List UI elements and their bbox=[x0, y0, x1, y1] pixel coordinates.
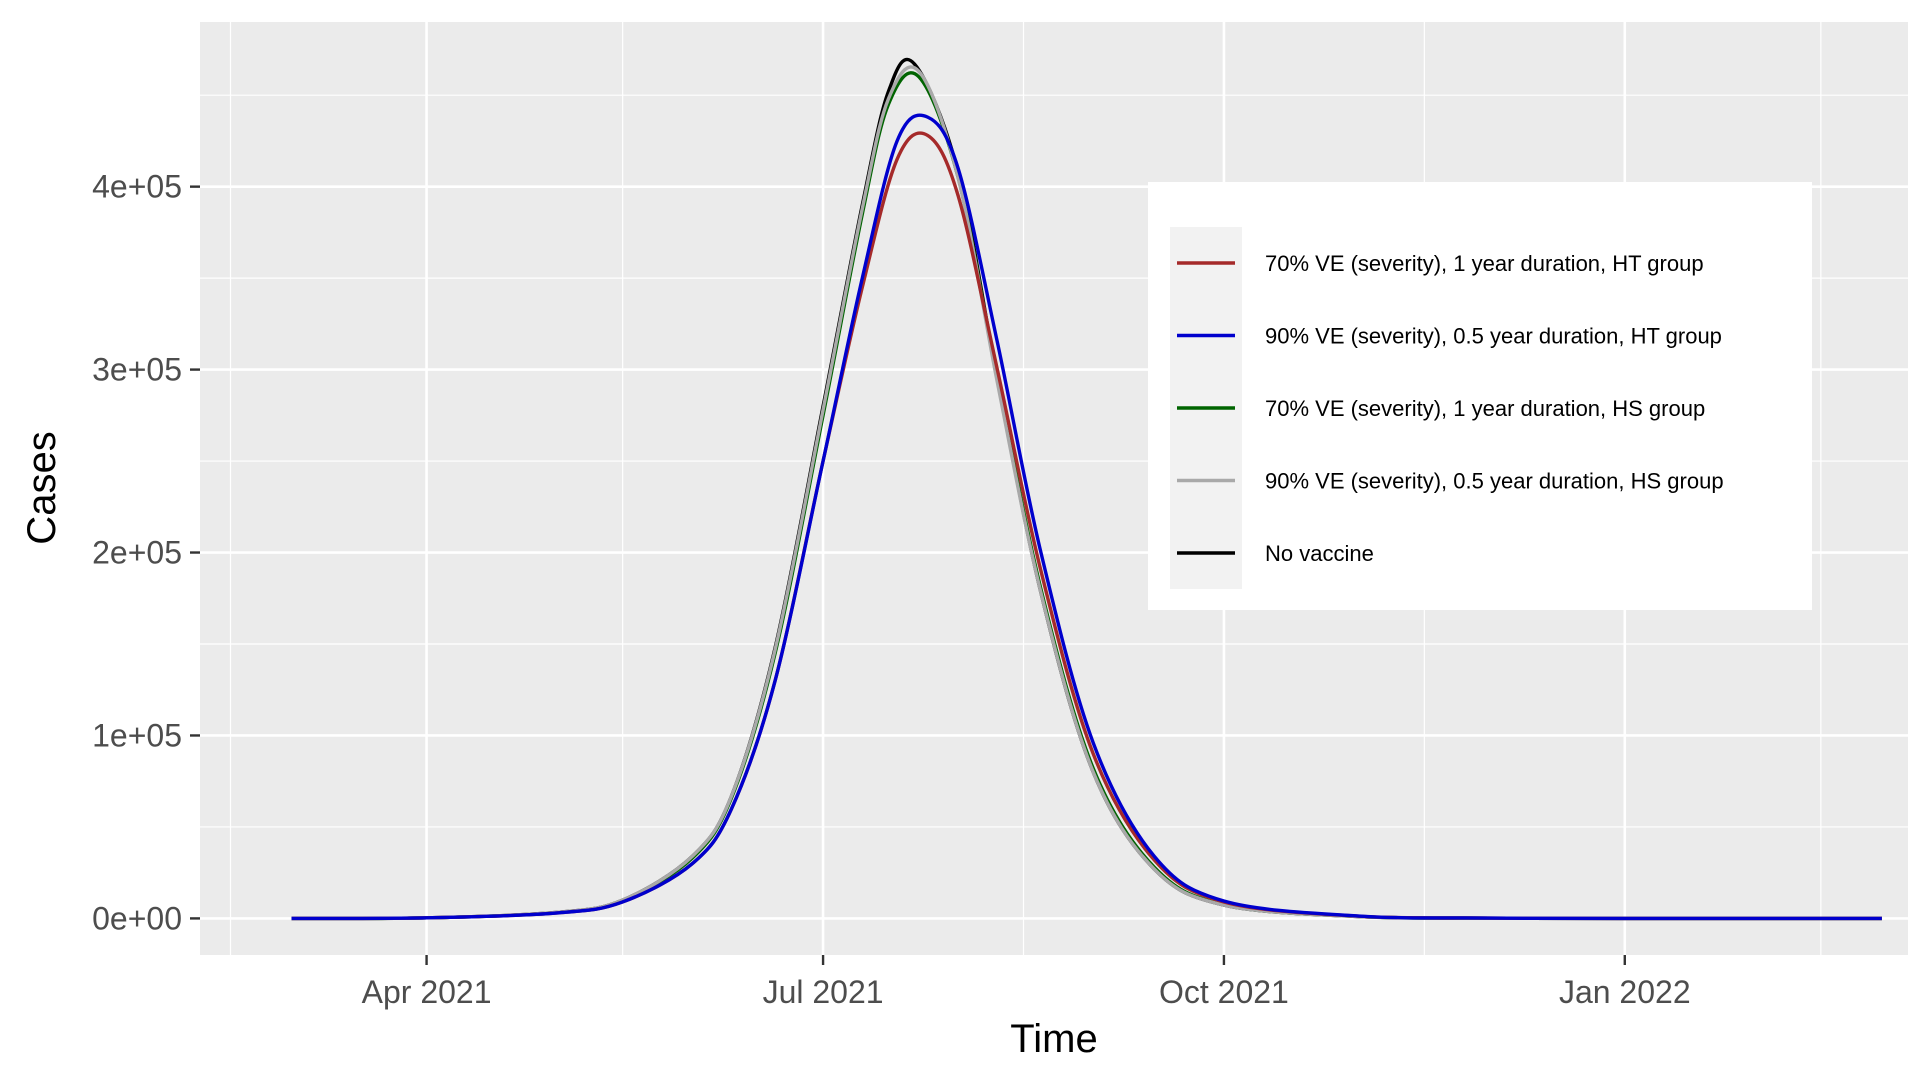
y-tick-label: 2e+05 bbox=[92, 535, 182, 571]
y-axis: 0e+00 1e+05 2e+05 3e+05 4e+05 bbox=[92, 169, 200, 936]
legend-label-3: 70% VE (severity), 1 year duration, HS g… bbox=[1265, 396, 1705, 421]
x-tick-label: Oct 2021 bbox=[1159, 974, 1289, 1010]
x-axis: Apr 2021 Jul 2021 Oct 2021 Jan 2022 bbox=[362, 955, 1691, 1010]
legend-label-2: 90% VE (severity), 0.5 year duration, HT… bbox=[1265, 324, 1722, 349]
legend-label-1: 70% VE (severity), 1 year duration, HT g… bbox=[1265, 251, 1704, 276]
x-tick-label: Jul 2021 bbox=[763, 974, 884, 1010]
legend: 70% VE (severity), 1 year duration, HT g… bbox=[1148, 182, 1812, 610]
x-tick-label: Jan 2022 bbox=[1559, 974, 1691, 1010]
y-tick-label: 0e+00 bbox=[92, 900, 182, 936]
series-lines bbox=[291, 57, 1882, 921]
legend-box bbox=[1148, 182, 1812, 610]
y-tick-label: 3e+05 bbox=[92, 352, 182, 388]
x-axis-title: Time bbox=[1010, 1017, 1097, 1061]
legend-label-4: 90% VE (severity), 0.5 year duration, HS… bbox=[1265, 469, 1724, 494]
y-tick-label: 1e+05 bbox=[92, 717, 182, 753]
legend-label-5: No vaccine bbox=[1265, 541, 1374, 566]
x-tick-label: Apr 2021 bbox=[362, 974, 492, 1010]
y-tick-label: 4e+05 bbox=[92, 169, 182, 205]
series-line-2 bbox=[291, 113, 1882, 921]
y-axis-title: Cases bbox=[20, 431, 64, 544]
